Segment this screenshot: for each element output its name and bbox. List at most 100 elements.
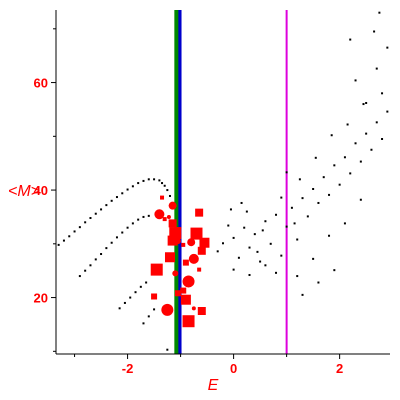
data-point	[142, 179, 145, 182]
data-point	[110, 241, 113, 244]
data-point	[197, 267, 202, 272]
data-points	[57, 11, 389, 351]
data-point	[191, 306, 196, 311]
data-point	[153, 308, 156, 311]
data-point	[256, 250, 259, 253]
data-point	[370, 148, 373, 151]
data-point	[245, 210, 248, 213]
data-point	[147, 178, 150, 181]
data-point	[216, 250, 219, 253]
data-point	[375, 121, 378, 124]
data-point	[89, 217, 92, 220]
data-point	[269, 242, 272, 245]
data-point	[172, 270, 179, 277]
data-point	[57, 243, 60, 246]
data-point	[312, 187, 315, 190]
data-point	[280, 196, 283, 199]
data-point	[84, 221, 87, 224]
data-point	[121, 231, 124, 234]
data-point	[317, 201, 320, 204]
data-point	[139, 285, 142, 288]
data-point	[381, 92, 384, 95]
data-point	[94, 258, 97, 261]
data-point	[73, 230, 76, 233]
data-point	[328, 193, 331, 196]
data-point	[129, 296, 132, 299]
x-tick-label: -2	[122, 361, 134, 376]
data-point	[126, 188, 129, 191]
data-point	[89, 264, 92, 267]
data-point	[163, 184, 166, 187]
data-point	[100, 208, 103, 211]
x-tick-label: 0	[230, 361, 237, 376]
data-point	[168, 219, 177, 228]
data-point	[232, 268, 235, 271]
data-point	[296, 275, 299, 278]
data-point	[134, 291, 137, 294]
data-point	[115, 196, 118, 199]
data-point	[68, 235, 71, 238]
data-point	[188, 253, 199, 264]
data-point	[317, 281, 320, 284]
ticks: -2 0 2 20 40 60	[34, 28, 343, 376]
data-point	[115, 236, 118, 239]
data-point	[293, 222, 296, 225]
data-point	[168, 194, 171, 197]
data-point	[147, 315, 150, 318]
data-point	[174, 290, 181, 297]
data-point	[275, 271, 278, 274]
data-point	[187, 238, 196, 247]
data-point	[105, 247, 108, 250]
data-point	[151, 293, 158, 300]
data-point	[142, 322, 145, 325]
data-point	[105, 204, 108, 207]
data-point	[181, 242, 186, 247]
data-point	[314, 156, 317, 159]
data-point	[160, 195, 165, 200]
y-tick-label: 60	[34, 76, 48, 91]
data-point	[359, 160, 362, 163]
data-point	[333, 164, 336, 167]
data-point	[343, 222, 346, 225]
data-point	[180, 294, 191, 305]
data-point	[94, 212, 97, 215]
data-point	[84, 269, 87, 272]
data-point	[197, 307, 206, 315]
data-point	[285, 171, 288, 174]
data-point	[275, 213, 278, 216]
data-point	[180, 287, 187, 294]
data-point	[182, 259, 189, 266]
data-point	[259, 260, 262, 263]
data-point	[349, 172, 352, 175]
data-point	[264, 220, 267, 223]
data-point	[147, 214, 150, 217]
data-point	[227, 224, 230, 227]
data-point	[123, 301, 126, 304]
data-point	[161, 303, 174, 316]
data-point	[338, 183, 341, 186]
data-point	[145, 281, 148, 284]
data-point	[168, 201, 177, 210]
axes	[55, 10, 390, 355]
data-point	[199, 237, 210, 248]
data-point	[359, 198, 362, 201]
data-point	[322, 176, 325, 179]
y-tick-label: 40	[34, 183, 48, 198]
data-point	[362, 103, 365, 106]
data-point	[166, 348, 169, 351]
data-point	[197, 246, 206, 255]
data-point	[354, 142, 357, 145]
data-point	[298, 178, 301, 181]
data-point	[253, 233, 256, 236]
data-point	[248, 273, 251, 276]
x-axis-title: E	[208, 377, 219, 394]
y-axis-title: <M>	[8, 183, 40, 200]
data-point	[301, 293, 304, 296]
data-point	[190, 227, 203, 240]
data-point	[131, 185, 134, 188]
vertical-lines	[174, 10, 288, 354]
data-point	[78, 275, 81, 278]
data-point	[290, 206, 293, 209]
data-point	[153, 178, 156, 181]
